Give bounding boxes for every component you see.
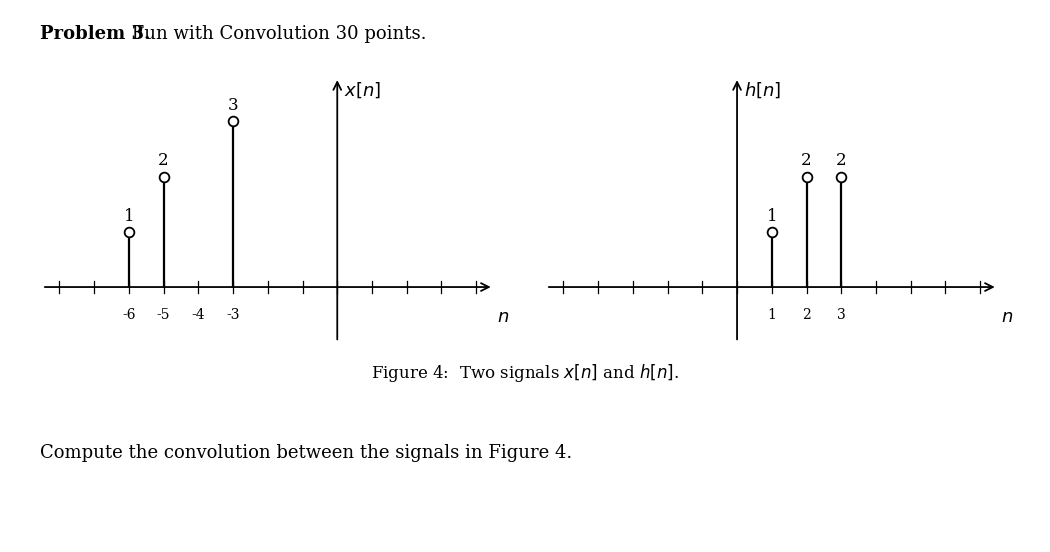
- Text: Problem 3.: Problem 3.: [40, 25, 150, 43]
- Text: 2: 2: [159, 152, 169, 169]
- Text: 2: 2: [801, 152, 812, 169]
- Text: 1: 1: [768, 308, 776, 322]
- Text: 1: 1: [766, 208, 777, 225]
- Text: 2: 2: [802, 308, 811, 322]
- Text: -3: -3: [227, 308, 239, 322]
- Text: Compute the convolution between the signals in Figure 4.: Compute the convolution between the sign…: [40, 444, 572, 463]
- Text: 1: 1: [124, 208, 134, 225]
- Text: -5: -5: [156, 308, 170, 322]
- Text: $x[n]$: $x[n]$: [344, 80, 381, 99]
- Text: 2: 2: [836, 152, 846, 169]
- Text: $n$: $n$: [497, 308, 509, 326]
- Text: Fun with Convolution 30 points.: Fun with Convolution 30 points.: [126, 25, 426, 43]
- Text: Figure 4:  Two signals $x[n]$ and $h[n]$.: Figure 4: Two signals $x[n]$ and $h[n]$.: [371, 362, 679, 384]
- Text: -6: -6: [122, 308, 135, 322]
- Text: -4: -4: [191, 308, 205, 322]
- Text: $n$: $n$: [1001, 308, 1013, 326]
- Text: 3: 3: [837, 308, 845, 322]
- Text: 3: 3: [228, 97, 238, 114]
- Text: $h[n]$: $h[n]$: [744, 80, 781, 99]
